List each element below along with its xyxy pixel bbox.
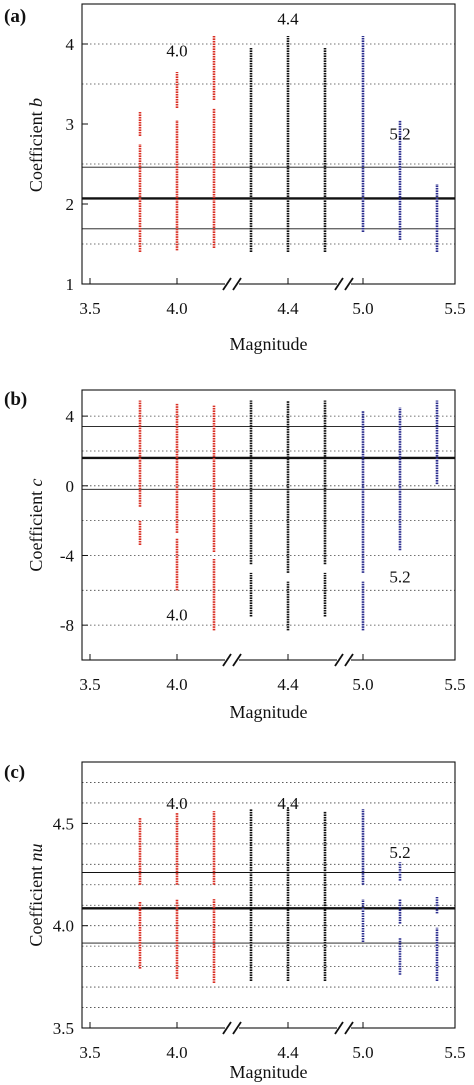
x-tick-label: 4.0 [166,299,187,318]
x-tick-label: 4.4 [277,675,299,694]
x-tick-label: 4.4 [277,299,299,318]
series-annotation: 4.0 [166,606,187,625]
x-tick-label: 4.4 [277,1043,299,1062]
series-annotation: 4.0 [166,41,187,60]
x-tick-label: 5.5 [444,299,465,318]
plot-frame [81,3,456,285]
y-axis-label-variable: nu [26,843,46,861]
y-tick-label: 1 [66,275,75,294]
axis-break-slash [334,653,344,667]
y-axis-label-text: Coefficient [26,861,46,946]
x-tick-label: 5.0 [352,1043,373,1062]
axis-break-mark [222,1021,242,1035]
axis-break-mark [222,653,242,667]
axis-break-mark [222,277,242,291]
axis-break-slash [232,653,242,667]
y-axis-label-text: Coefficient [26,107,46,192]
series-annotation: 4.4 [277,794,299,813]
series-annotation: 5.2 [389,567,410,586]
axis-break-slash [334,277,344,291]
y-axis-label-text: Coefficient [26,486,46,571]
x-tick-label: 4.0 [166,1043,187,1062]
series-annotation: 4.4 [277,9,299,28]
chart-panel-3: 3.5 4.0 4.5 3.5 4.0 4.4 5.0 5.5 4.0 4.4 5.2 (c) Magn… [4,761,466,1082]
series-annotation: 5.2 [389,125,410,144]
x-tick-label: 3.5 [79,675,100,694]
axis-break-slash [222,277,232,291]
axis-break-slash [344,277,354,291]
x-tick-label: 3.5 [79,1043,100,1062]
x-tick-label: 5.0 [352,675,373,694]
y-tick-label: 4.5 [53,814,74,833]
y-tick-label: -4 [60,546,75,565]
panel-label: (a) [4,6,26,27]
chart-panel-2: 4 0 -4 -8 3.5 4.0 4.4 5.0 5.5 4.0 5.2 (b) Magnitude C… [4,389,466,722]
axis-break-slash [222,653,232,667]
axis-break-slash [232,1021,242,1035]
y-axis-label: Coefficient b [26,98,46,192]
y-tick-label: 3 [66,115,75,134]
x-axis-label: Magnitude [230,702,308,722]
axis-break-slash [344,653,354,667]
series-annotation: 5.2 [389,843,410,862]
y-tick-label: 4.0 [53,917,74,936]
series-annotation: 4.0 [166,794,187,813]
x-axis-label: Magnitude [230,334,308,354]
y-tick-label: 4 [66,35,75,54]
axis-break-slash [344,1021,354,1035]
y-tick-label: 4 [66,407,75,426]
y-tick-label: 2 [66,195,75,214]
axis-break-slash [334,1021,344,1035]
plot-frame [81,761,456,1029]
x-tick-label: 5.5 [444,675,465,694]
y-axis-label-variable: b [26,98,46,107]
x-tick-label: 5.0 [352,299,373,318]
y-tick-label: 0 [66,477,75,496]
axis-break-mark [334,1021,354,1035]
panel-label: (b) [4,389,27,410]
y-tick-label: 3.5 [53,1019,74,1038]
chart-panel-1: 1 2 3 4 3.5 4.0 4.4 5.0 5.5 4.0 4.4 5.2 (a) Magnitude… [4,3,466,354]
axis-break-mark [334,653,354,667]
y-tick-label: -8 [60,616,74,635]
y-axis-label: Coefficient nu [26,843,46,946]
x-tick-label: 4.0 [166,675,187,694]
panel-label: (c) [4,762,25,783]
y-axis-label: Coefficient c [26,478,46,571]
axis-break-slash [232,277,242,291]
y-axis-label-variable: c [26,478,46,486]
x-tick-label: 5.5 [444,1043,465,1062]
x-tick-label: 3.5 [79,299,100,318]
plot-frame [81,389,456,661]
axis-break-slash [222,1021,232,1035]
x-axis-label: Magnitude [230,1062,308,1082]
axis-break-mark [334,277,354,291]
